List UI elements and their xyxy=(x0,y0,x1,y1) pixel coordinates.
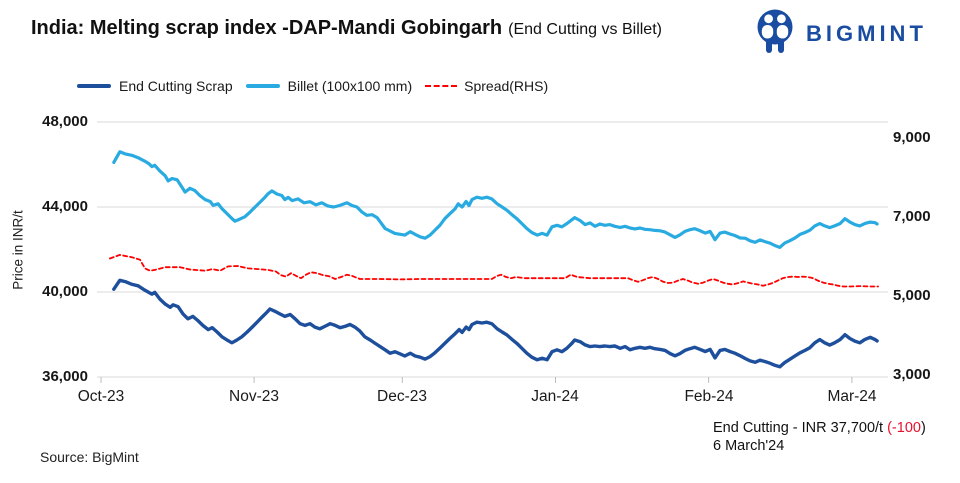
x-tick-label: Jan-24 xyxy=(531,388,579,405)
spread-rhs--line xyxy=(109,253,879,288)
y-right-tick-label: 3,000 xyxy=(893,366,931,383)
source-note: Source: BigMint xyxy=(40,449,139,465)
chart-subtitle: (End Cutting vs Billet) xyxy=(508,21,662,38)
legend-label-spread: Spread(RHS) xyxy=(464,78,549,94)
legend-item-billet: Billet (100x100 mm) xyxy=(245,78,413,94)
latest-price-annotation: End Cutting - INR 37,700/t (-100) 6 Marc… xyxy=(713,420,926,455)
chart-title: India: Melting scrap index -DAP-Mandi Go… xyxy=(31,17,503,39)
legend: End Cutting Scrap Billet (100x100 mm) Sp… xyxy=(77,78,561,94)
legend-item-spread: Spread(RHS) xyxy=(425,78,548,94)
latest-price-date: 6 March'24 xyxy=(713,437,785,454)
x-tick-label: Mar-24 xyxy=(827,388,877,405)
y-right-tick-label: 7,000 xyxy=(893,208,931,225)
billet-100x100-mm--line xyxy=(112,150,879,249)
brand-name: BIGMINT xyxy=(806,21,927,46)
page-title: India: Melting scrap index -DAP-Mandi Go… xyxy=(31,17,662,40)
spread-line-swatch xyxy=(425,85,458,87)
legend-label-billet: Billet (100x100 mm) xyxy=(287,78,413,94)
latest-price-line: End Cutting - INR 37,700/t (-100) xyxy=(713,420,926,436)
price-change-value: (-100 xyxy=(887,420,921,436)
bigmint-logo: BIGMINT xyxy=(756,9,927,55)
y-axis-title: Price in INR/t xyxy=(10,210,26,290)
y-left-tick-label: 44,000 xyxy=(42,198,88,215)
y-right-tick-label: 9,000 xyxy=(893,129,931,146)
legend-label-end-cutting: End Cutting Scrap xyxy=(119,78,233,94)
end-cutting-scrap-line xyxy=(112,278,879,369)
y-left-tick-label: 48,000 xyxy=(42,113,88,130)
y-left-tick-label: 40,000 xyxy=(42,283,88,300)
legend-item-end-cutting: End Cutting Scrap xyxy=(77,78,233,94)
x-tick-label: Feb-24 xyxy=(684,388,734,405)
end-cutting-line-swatch xyxy=(77,84,111,88)
y-left-tick-label: 36,000 xyxy=(42,368,88,385)
bigmint-logo-icon xyxy=(757,9,793,53)
billet-line-swatch xyxy=(245,84,280,88)
y-right-tick-label: 5,000 xyxy=(893,287,931,304)
x-tick-label: Dec-23 xyxy=(377,388,427,405)
x-tick-label: Nov-23 xyxy=(229,388,279,405)
x-tick-label: Oct-23 xyxy=(77,388,125,405)
